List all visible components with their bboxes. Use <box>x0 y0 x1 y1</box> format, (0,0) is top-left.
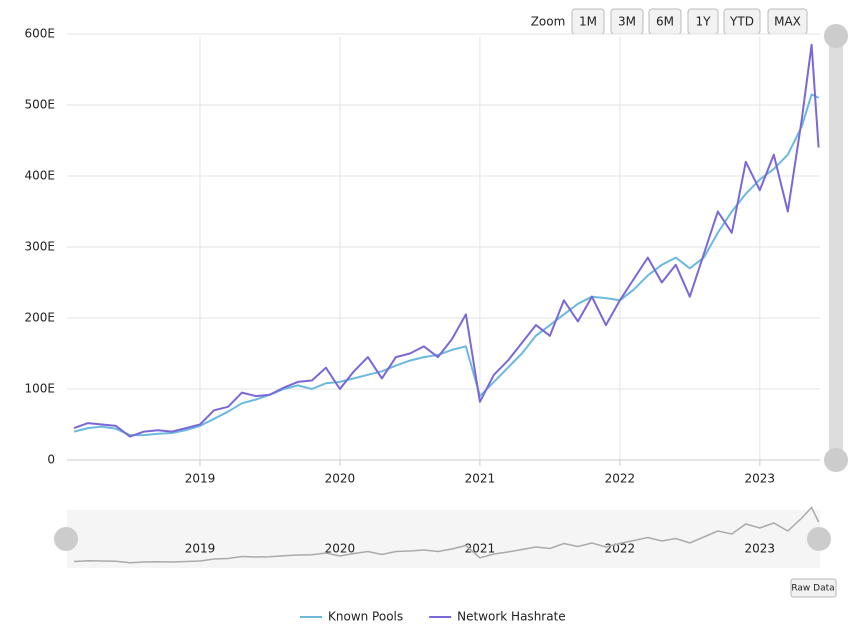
x-tick-label: 2021 <box>465 472 496 486</box>
zoom-button[interactable]: 6M <box>648 8 682 35</box>
navigator-tick-label: 2019 <box>185 542 216 556</box>
zoom-button[interactable]: YTD <box>723 8 761 35</box>
x-tick-label: 2019 <box>185 472 216 486</box>
x-tick-label: 2020 <box>325 472 356 486</box>
y-tick-label: 500E <box>25 98 56 112</box>
navigator-tick-label: 2023 <box>745 542 776 556</box>
zoom-button-label: 1Y <box>696 15 712 29</box>
y-tick-label: 100E <box>25 382 56 396</box>
legend-item[interactable]: Known Pools <box>300 610 403 624</box>
raw-data-label: Raw Data <box>791 584 834 594</box>
y-tick-label: 0 <box>47 453 55 467</box>
zoom-button-label: MAX <box>774 15 801 29</box>
navigator-tick-label: 2020 <box>325 542 356 556</box>
zoom-button[interactable]: 1Y <box>687 8 719 35</box>
scroll-handle[interactable] <box>824 448 848 472</box>
raw-data-button[interactable]: Raw Data <box>790 578 837 598</box>
scroll-handle[interactable] <box>824 24 848 48</box>
series-line <box>73 43 820 438</box>
zoom-button-label: 3M <box>618 15 636 29</box>
legend-item[interactable]: Network Hashrate <box>429 610 566 624</box>
zoom-button-label: 6M <box>656 15 674 29</box>
y-tick-label: 300E <box>25 240 56 254</box>
zoom-label: Zoom <box>531 15 566 29</box>
y-tick-label: 600E <box>25 27 56 41</box>
x-tick-label: 2023 <box>745 472 776 486</box>
zoom-button-label: YTD <box>729 15 754 29</box>
legend-label: Known Pools <box>328 610 403 624</box>
navigator-handle[interactable] <box>807 527 831 551</box>
navigator-line <box>73 506 820 564</box>
scrollbar[interactable] <box>829 30 843 462</box>
y-tick-label: 200E <box>25 311 56 325</box>
zoom-button[interactable]: 3M <box>610 8 644 35</box>
series-line <box>73 93 820 437</box>
navigator[interactable] <box>67 510 820 568</box>
y-tick-label: 400E <box>25 169 56 183</box>
zoom-button[interactable]: MAX <box>767 8 808 35</box>
zoom-button-label: 1M <box>579 15 597 29</box>
legend-label: Network Hashrate <box>457 610 566 624</box>
navigator-handle[interactable] <box>54 527 78 551</box>
x-tick-label: 2022 <box>605 472 636 486</box>
zoom-button[interactable]: 1M <box>571 8 605 35</box>
